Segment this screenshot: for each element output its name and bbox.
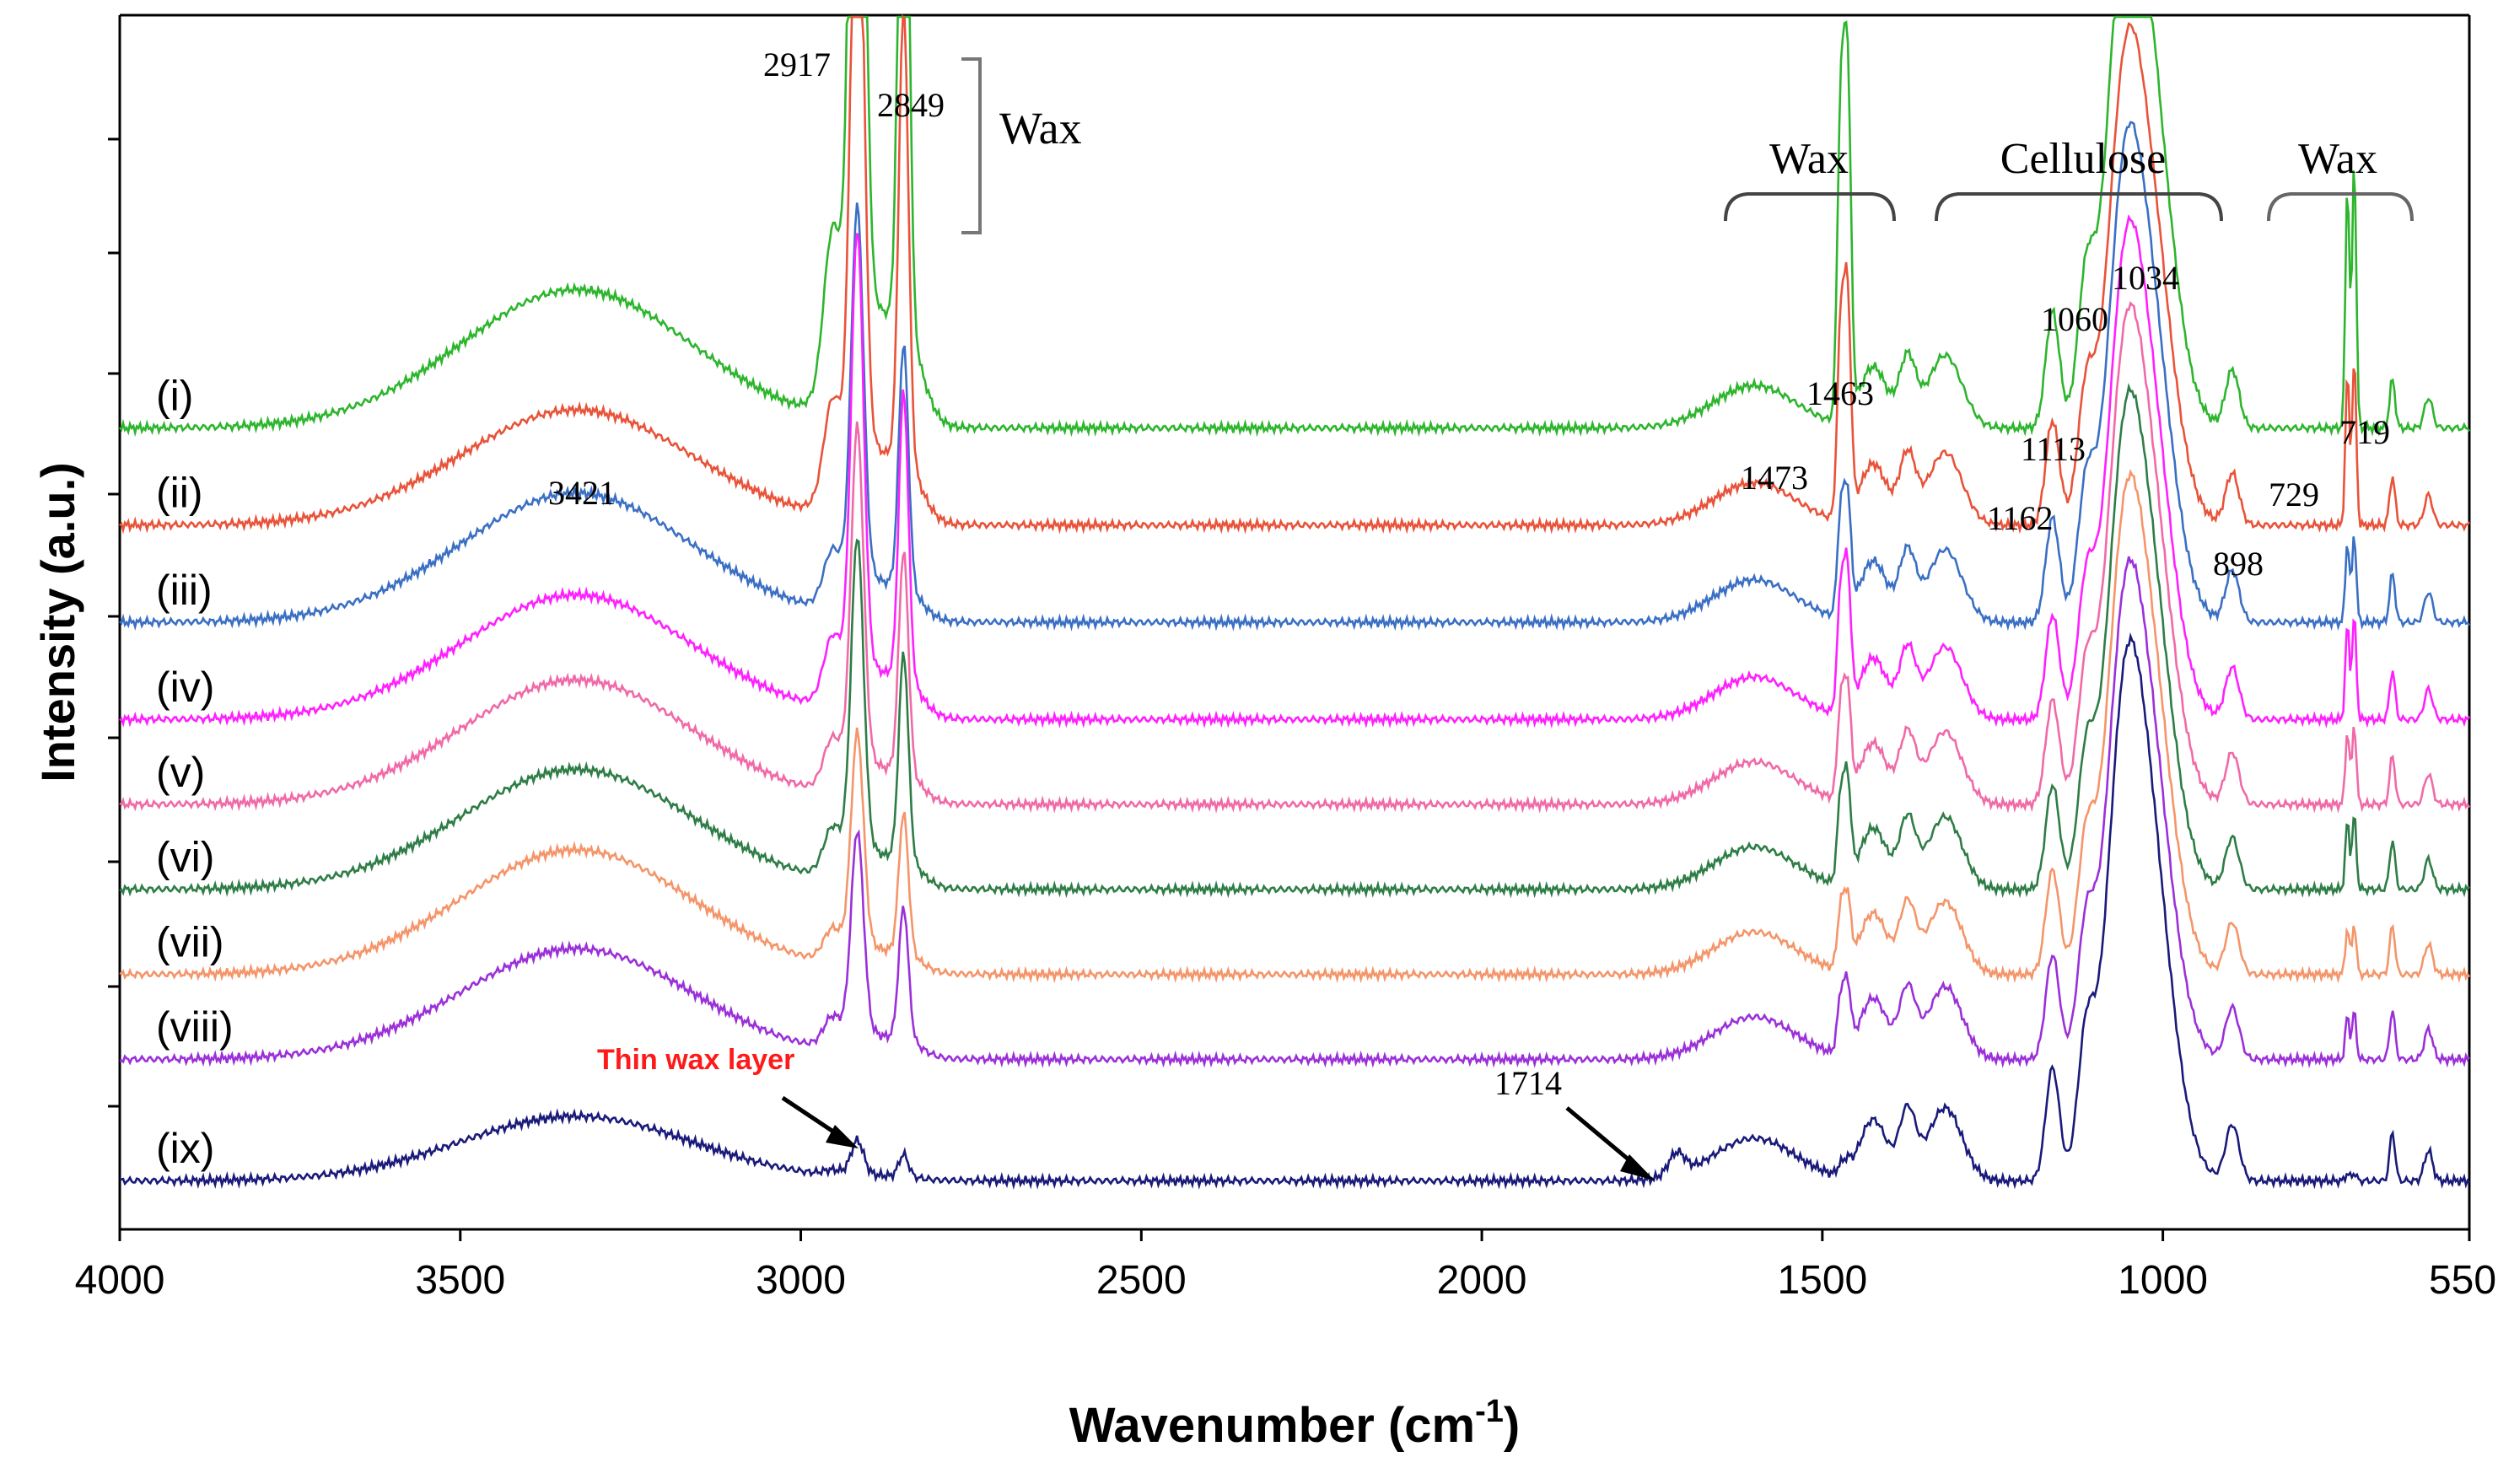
series-line-8 xyxy=(119,556,2471,1069)
x-ticks: 4000 3500 3000 2500 2000 1500 1000 550 xyxy=(75,1229,2496,1303)
series-labels: (i) (ii) (iii) (iv) (v) (vi) (vii) (viii) (ix) xyxy=(156,372,234,1172)
x-axis-title: Wavenumber (cm-1) xyxy=(1069,1394,1520,1453)
series-label-2: (ii) xyxy=(156,470,203,517)
series-label-3: (iii) xyxy=(156,567,213,614)
series-label-9: (ix) xyxy=(156,1125,214,1172)
x-axis-title-main: Wavenumber (cm xyxy=(1069,1398,1475,1453)
x-tick-label-3500: 3500 xyxy=(415,1258,505,1303)
cellulose-bracket xyxy=(1935,192,2223,222)
y-axis-title: Intensity (a.u.) xyxy=(31,462,84,782)
peak-label-719: 719 xyxy=(2339,413,2390,451)
series-line-2 xyxy=(119,13,2471,535)
y-ticks xyxy=(108,137,120,1108)
x-tick-label-2000: 2000 xyxy=(1437,1258,1527,1303)
x-tick-label-3000: 3000 xyxy=(756,1258,846,1303)
region-label-wax-top: Wax xyxy=(999,103,1082,153)
region-label-cellulose: Cellulose xyxy=(2000,135,2166,183)
peak-1714-arrow xyxy=(1565,1106,1655,1180)
series-label-6: (vi) xyxy=(156,834,214,881)
x-tick-label-550: 550 xyxy=(2429,1258,2496,1303)
peak-label-1714: 1714 xyxy=(1494,1064,1562,1102)
series-line-9 xyxy=(119,632,2471,1191)
series-line-3 xyxy=(119,121,2471,632)
region-label-wax-mid: Wax xyxy=(1769,135,1849,183)
x-tick-label-2500: 2500 xyxy=(1096,1258,1187,1303)
peak-label-1113: 1113 xyxy=(2021,430,2086,468)
spectra xyxy=(119,13,2471,1191)
series-label-8: (viii) xyxy=(156,1003,234,1051)
peak-label-3421: 3421 xyxy=(548,474,616,512)
x-tick-label-1000: 1000 xyxy=(2118,1258,2208,1303)
series-label-1: (i) xyxy=(156,372,193,419)
series-line-1 xyxy=(119,15,2471,438)
plot-area: 4000 3500 3000 2500 2000 1500 1000 550 xyxy=(75,13,2496,1303)
peak-label-1473: 1473 xyxy=(1741,459,1808,497)
region-label-wax-right: Wax xyxy=(2298,135,2377,183)
thin-wax-arrow xyxy=(781,1095,859,1148)
series-label-7: (vii) xyxy=(156,918,224,965)
x-axis-title-sup: -1 xyxy=(1475,1394,1504,1429)
peak-label-1162: 1162 xyxy=(1987,499,2054,537)
peak-label-898: 898 xyxy=(2213,545,2264,583)
series-line-4 xyxy=(119,214,2471,729)
series-label-4: (iv) xyxy=(156,664,214,711)
thin-wax-layer-label: Thin wax layer xyxy=(597,1044,794,1076)
wax-bracket-mid xyxy=(1724,192,1896,222)
peak-label-729: 729 xyxy=(2269,476,2319,513)
x-tick-label-4000: 4000 xyxy=(75,1258,165,1303)
peak-label-2917: 2917 xyxy=(763,46,831,83)
series-line-7 xyxy=(119,469,2471,984)
series-label-5: (v) xyxy=(156,749,205,796)
peak-label-2849: 2849 xyxy=(877,86,945,124)
peak-label-1463: 1463 xyxy=(1806,374,1874,412)
wax-bracket-right xyxy=(2267,192,2414,222)
series-line-6 xyxy=(119,383,2471,899)
x-tick-label-1500: 1500 xyxy=(1777,1258,1867,1303)
peak-label-1034: 1034 xyxy=(2112,259,2179,297)
peak-label-1060: 1060 xyxy=(2041,300,2108,338)
series-line-5 xyxy=(119,301,2471,814)
x-axis-title-close: ) xyxy=(1504,1398,1520,1453)
wax-bracket-top xyxy=(961,57,982,234)
